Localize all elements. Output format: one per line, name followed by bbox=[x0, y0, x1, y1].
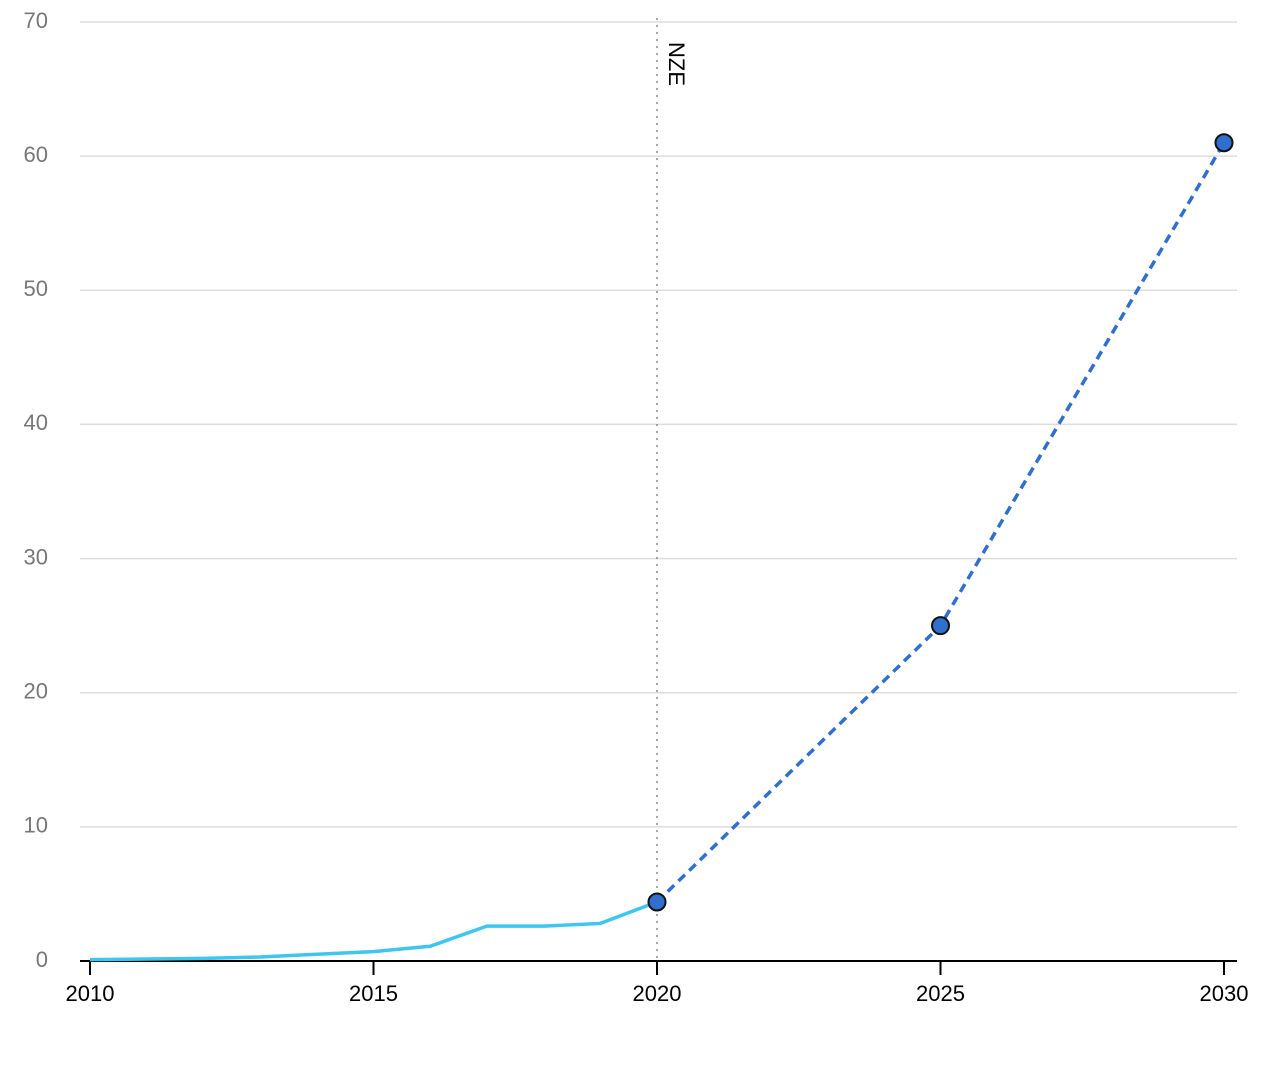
data-point bbox=[647, 892, 667, 912]
x-tick-label: 2015 bbox=[349, 981, 398, 1006]
series-line bbox=[655, 141, 1226, 904]
y-tick-label: 40 bbox=[24, 410, 48, 435]
data-point bbox=[931, 616, 950, 636]
y-tick-label: 30 bbox=[24, 544, 48, 569]
annotation-label: NZE bbox=[664, 42, 689, 86]
y-tick-label: 60 bbox=[24, 142, 48, 167]
y-tick-label: 70 bbox=[24, 8, 48, 33]
x-tick-label: 2030 bbox=[1200, 981, 1249, 1006]
y-tick-label: 0 bbox=[36, 947, 48, 972]
y-tick-label: 20 bbox=[24, 679, 48, 704]
data-point bbox=[1214, 133, 1234, 153]
x-tick-label: 2020 bbox=[633, 981, 682, 1006]
x-tick-label: 2010 bbox=[66, 981, 115, 1006]
x-tick-label: 2025 bbox=[916, 981, 965, 1006]
series-line bbox=[89, 900, 658, 962]
y-tick-label: 10 bbox=[24, 813, 48, 838]
y-tick-label: 50 bbox=[24, 276, 48, 301]
